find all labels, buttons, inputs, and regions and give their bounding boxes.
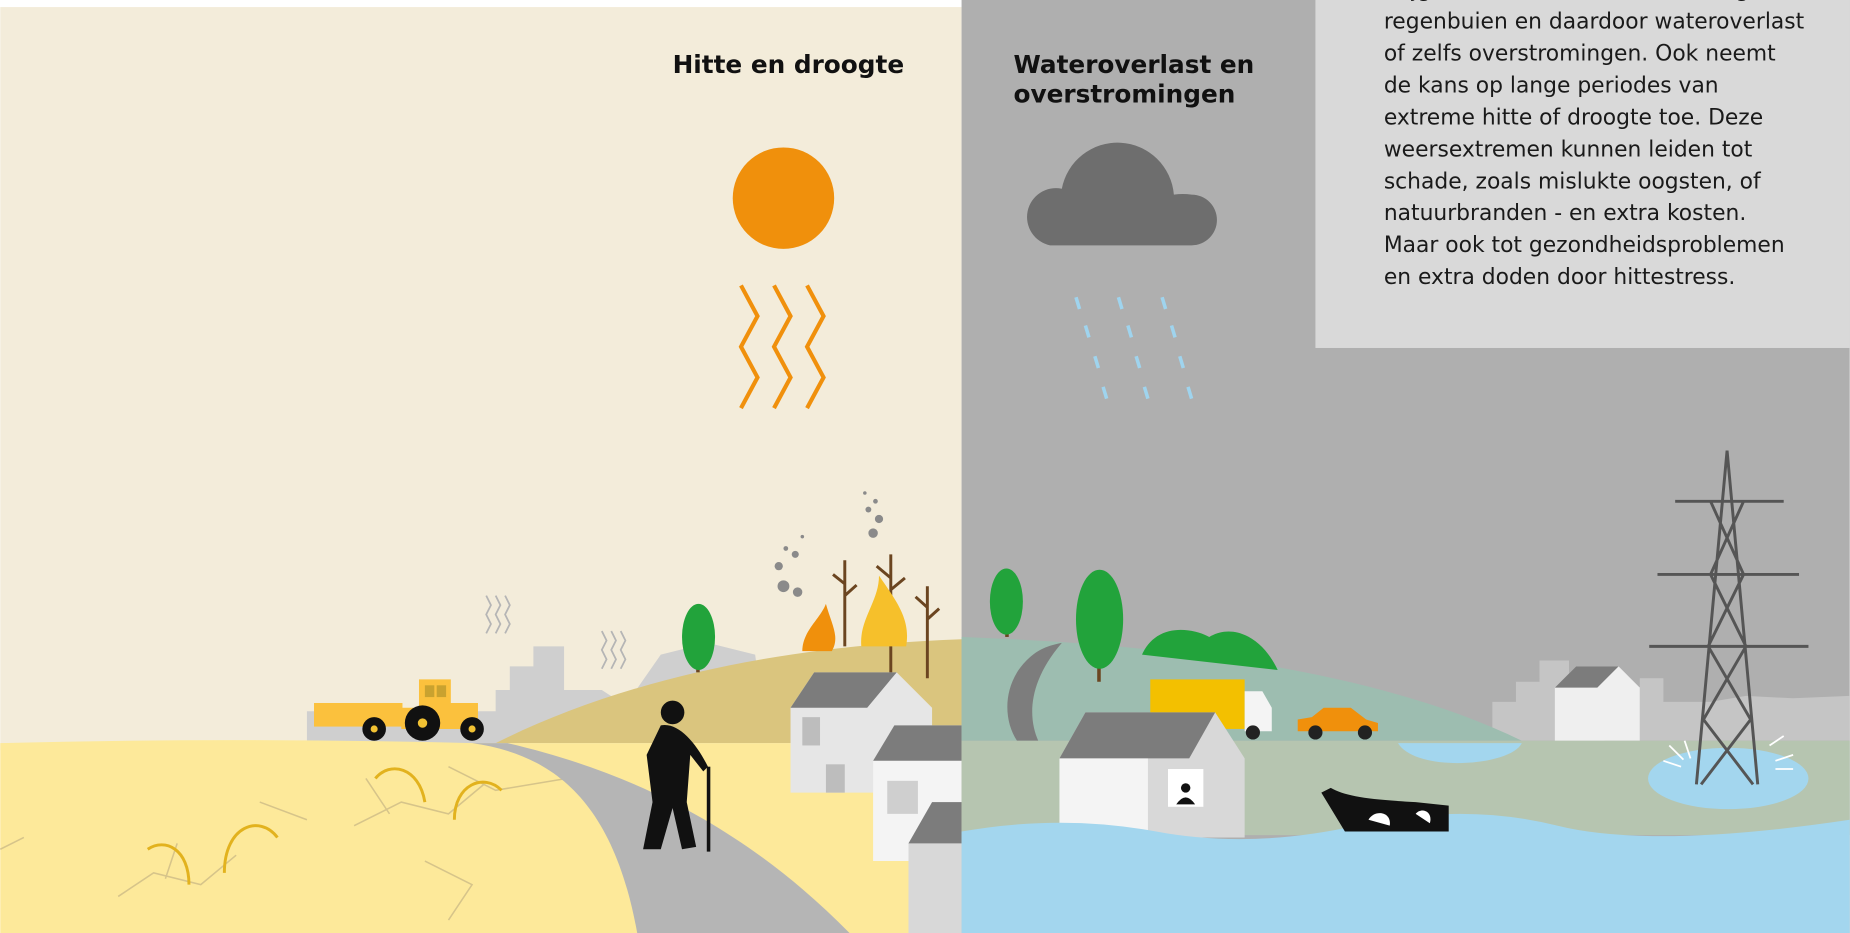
sun	[733, 147, 834, 248]
info-line: regenbuien en daardoor wateroverlast	[1384, 9, 1805, 34]
info-line: schade, zoals mislukte oogsten, of	[1384, 169, 1762, 194]
info-line: extreme hitte of droogte toe. Deze	[1384, 105, 1763, 130]
info-line: Maar ook tot gezondheidsproblemen	[1384, 233, 1785, 258]
body: Hitte en droogte	[0, 0, 1850, 933]
flooded-house	[1059, 712, 1244, 837]
infographic: Hitte en droogte	[0, 0, 1850, 933]
left-title: Hitte en droogte	[673, 50, 905, 79]
info-line: de kans op lange periodes van	[1384, 73, 1719, 98]
info-line: krijgen meer te maken met hevige	[1384, 0, 1763, 2]
info-line: natuurbranden - en extra kosten.	[1384, 201, 1746, 226]
info-line: of zelfs overstromingen. Ook neemt	[1384, 41, 1776, 66]
info-line: weersextremen kunnen leiden tot	[1384, 137, 1753, 162]
page: Klimaat infographic {"left_panel": {"tit…	[0, 0, 1850, 933]
info-text: krijgen meer te maken met hevige regenbui…	[1384, 0, 1805, 290]
info-line: en extra doden door hittestress.	[1384, 265, 1736, 290]
